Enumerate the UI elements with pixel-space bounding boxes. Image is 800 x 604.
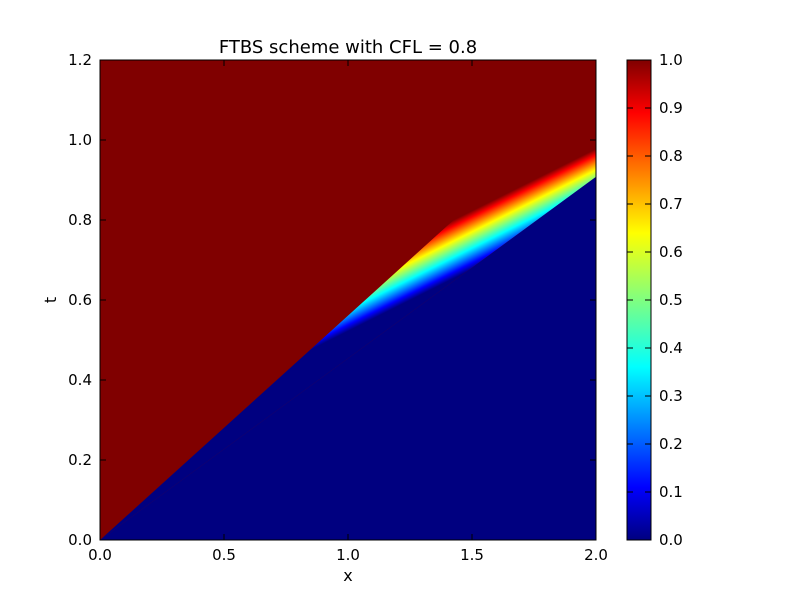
x-tick-label: 1.5 xyxy=(460,546,484,564)
colorbar-ticks: 0.0 0.1 0.2 0.3 0.4 0.5 0.6 0.7 0.8 0.9 1.0 xyxy=(627,51,683,549)
chart-title: FTBS scheme with CFL = 0.8 xyxy=(219,37,477,58)
y-axis-label: t xyxy=(41,297,60,303)
y-tick-label: 0.0 xyxy=(68,531,92,549)
colorbar-tick-label: 0.3 xyxy=(659,387,683,405)
colorbar-tick-label: 1.0 xyxy=(659,51,683,69)
colorbar-tick-label: 0.5 xyxy=(659,291,683,309)
y-tick-label: 0.8 xyxy=(68,211,92,229)
colorbar-tick-label: 0.9 xyxy=(659,99,683,117)
colorbar-tick-label: 0.7 xyxy=(659,195,683,213)
colorbar-tick-label: 0.1 xyxy=(659,483,683,501)
colorbar-tick-label: 0.8 xyxy=(659,147,683,165)
y-tick-label: 0.4 xyxy=(68,371,92,389)
y-tick-label: 1.0 xyxy=(68,131,92,149)
x-tick-label: 0.0 xyxy=(88,546,112,564)
front-band xyxy=(100,91,596,540)
x-axis-ticks: 0.0 0.5 1.0 1.5 2.0 xyxy=(88,60,608,564)
y-tick-label: 0.2 xyxy=(68,451,92,469)
x-tick-label: 0.5 xyxy=(212,546,236,564)
x-tick-label: 1.0 xyxy=(336,546,360,564)
colorbar-tick-label: 0.4 xyxy=(659,339,683,357)
y-tick-label: 0.6 xyxy=(68,291,92,309)
colorbar-tick-label: 0.6 xyxy=(659,243,683,261)
y-axis-ticks: 0.0 0.2 0.4 0.6 0.8 1.0 1.2 xyxy=(68,51,596,549)
colorbar-tick-label: 0.2 xyxy=(659,435,683,453)
y-tick-label: 1.2 xyxy=(68,51,92,69)
plot-area xyxy=(100,60,596,540)
colorbar-tick-label: 0.0 xyxy=(659,531,683,549)
x-tick-label: 2.0 xyxy=(584,546,608,564)
x-axis-label: x xyxy=(343,566,352,585)
